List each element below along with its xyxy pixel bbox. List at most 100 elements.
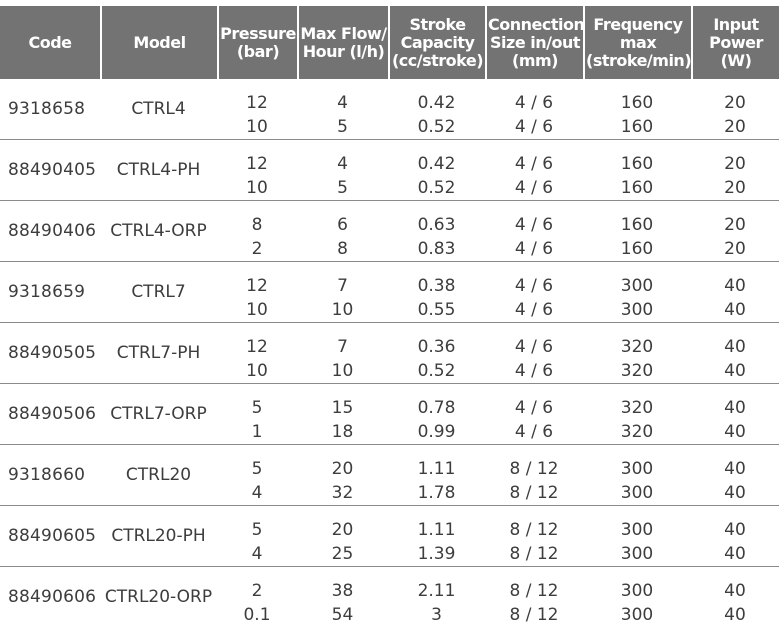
max-flow-cell: 54: [331, 605, 354, 625]
stroke-capacity-cell: 0.63: [417, 215, 456, 235]
code-cell: 88490505: [0, 323, 100, 384]
stroke-capacity-cell: 0.78: [417, 398, 456, 418]
pressure-cell: 10: [217, 176, 297, 201]
stroke-capacity-cell: 1.11: [417, 520, 456, 540]
stroke-capacity-cell: 0.83: [388, 237, 485, 262]
frequency-cell: 300: [620, 581, 654, 601]
max-flow-cell: 7: [337, 337, 348, 357]
header-row: Code Model Pressure (bar) Max Flow/Hour (…: [0, 6, 779, 79]
header-line: Input: [713, 14, 759, 34]
connection-size-cell: 8 / 12: [509, 459, 559, 479]
stroke-capacity-cell: 0.42: [417, 93, 456, 113]
max-flow-cell: 10: [297, 298, 388, 323]
header-line: Pressure: [220, 23, 296, 43]
frequency-cell: 300: [583, 481, 691, 506]
connection-size-cell: 8 / 12: [509, 581, 559, 601]
model-cell: CTRL4-ORP: [100, 201, 217, 262]
input-power-cell: 40: [724, 276, 746, 296]
model-cell: CTRL7-ORP: [100, 384, 217, 445]
stroke-capacity-cell: 0.52: [388, 359, 485, 384]
pressure-cell: 12: [246, 276, 268, 296]
stroke-capacity-cell: 0.42: [417, 154, 456, 174]
input-power-cell: 40: [691, 481, 779, 506]
model-cell: CTRL7-PH: [100, 323, 217, 384]
frequency-cell: 300: [583, 542, 691, 567]
frequency-cell: 300: [583, 298, 691, 323]
header-line: Size in/out: [490, 32, 581, 52]
frequency-cell: 160: [620, 93, 654, 113]
model-cell: CTRL7: [100, 262, 217, 323]
input-power-cell: 40: [724, 605, 746, 625]
header-line: (mm): [512, 50, 558, 70]
header-frequency: Frequency max (stroke/min): [583, 6, 692, 79]
stroke-capacity-cell: 0.99: [388, 420, 485, 445]
max-flow-cell: 8: [297, 237, 388, 262]
input-power-cell: 40: [691, 420, 779, 445]
connection-size-cell: 4 / 6: [514, 215, 554, 235]
stroke-capacity-cell: 0.38: [417, 276, 456, 296]
header-line: Model: [133, 32, 186, 52]
header-stroke-capacity: Stroke Capacity (cc/stroke): [388, 6, 485, 79]
pressure-cell: 1: [217, 420, 297, 445]
input-power-cell: 40: [724, 581, 746, 601]
table-row: 10 5 0.52 4 / 6 160 20: [0, 176, 779, 201]
max-flow-cell: 25: [297, 542, 388, 567]
table-row: 4 32 1.78 8 / 12 300 40: [0, 481, 779, 506]
stroke-capacity-cell: 1.78: [388, 481, 485, 506]
connection-size-cell: 8 / 12: [509, 520, 559, 540]
input-power-cell: 20: [691, 237, 779, 262]
input-power-cell: 40: [691, 542, 779, 567]
pressure-cell: 12: [246, 93, 268, 113]
frequency-cell: 160: [620, 215, 654, 235]
max-flow-cell: 4: [337, 154, 348, 174]
connection-size-cell: 4 / 6: [485, 359, 583, 384]
table-row: 88490405 CTRL4-PH 12 4 0.42 4 / 6 160 20: [0, 140, 779, 201]
table-row: 2 8 0.83 4 / 6 160 20: [0, 237, 779, 262]
max-flow-cell: 6: [337, 215, 348, 235]
input-power-cell: 40: [691, 359, 779, 384]
max-flow-cell: 18: [297, 420, 388, 445]
pressure-cell: 10: [217, 359, 297, 384]
pressure-cell: 0.1: [243, 605, 271, 625]
pressure-cell: 5: [251, 459, 263, 479]
connection-size-cell: 4 / 6: [514, 398, 554, 418]
header-line: max: [619, 32, 657, 52]
table-row: 10 10 0.55 4 / 6 300 40: [0, 298, 779, 323]
max-flow-cell: 10: [297, 359, 388, 384]
max-flow-cell: 20: [331, 459, 354, 479]
input-power-cell: 20: [691, 115, 779, 140]
pressure-cell: 4: [217, 542, 297, 567]
table-body: 9318658 CTRL4 12 4 0.42 4 / 6 160 20 10 5 0.52 4 / …: [0, 79, 779, 627]
input-power-cell: 20: [724, 215, 746, 235]
table-header: Code Model Pressure (bar) Max Flow/Hour (…: [0, 6, 779, 79]
stroke-capacity-cell: 1.11: [417, 459, 456, 479]
header-line: Frequency: [593, 14, 683, 34]
table-row: 88490606 CTRL20-ORP 2 38 2.11 8 / 12 300 40: [0, 567, 779, 606]
pressure-cell: 5: [251, 520, 263, 540]
max-flow-cell: 7: [337, 276, 348, 296]
table-row: 10 10 0.52 4 / 6 320 40: [0, 359, 779, 384]
input-power-cell: 40: [724, 459, 746, 479]
table-row: 88490605 CTRL20-PH 5 20 1.11 8 / 12 300 40: [0, 506, 779, 567]
connection-size-cell: 4 / 6: [514, 154, 554, 174]
pressure-cell: 12: [246, 154, 268, 174]
table-row: 88490406 CTRL4-ORP 8 6 0.63 4 / 6 160 20: [0, 201, 779, 262]
max-flow-cell: 38: [331, 581, 354, 601]
header-line: (cc/stroke): [391, 50, 484, 70]
table-row: 1 18 0.99 4 / 6 320 40: [0, 420, 779, 445]
connection-size-cell: 4 / 6: [514, 337, 554, 357]
frequency-cell: 300: [620, 520, 654, 540]
header-line: Code: [28, 32, 72, 52]
frequency-cell: 160: [583, 115, 691, 140]
table-row: 9318660 CTRL20 5 20 1.11 8 / 12 300 40: [0, 445, 779, 506]
code-cell: 88490405: [0, 140, 100, 201]
input-power-cell: 20: [724, 154, 746, 174]
connection-size-cell: 8 / 12: [485, 481, 583, 506]
model-cell: CTRL4-PH: [100, 140, 217, 201]
stroke-capacity-cell: 0.36: [417, 337, 456, 357]
header-model: Model: [100, 6, 217, 79]
connection-size-cell: 4 / 6: [485, 176, 583, 201]
frequency-cell: 320: [583, 359, 691, 384]
table-row: 9318658 CTRL4 12 4 0.42 4 / 6 160 20: [0, 79, 779, 140]
pressure-cell: 10: [217, 115, 297, 140]
